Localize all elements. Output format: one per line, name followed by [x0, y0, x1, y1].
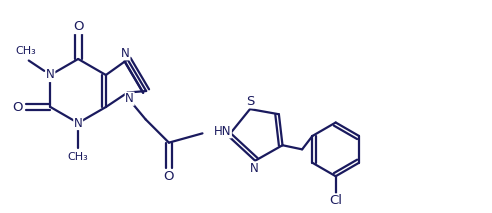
Text: N: N [46, 69, 55, 82]
Text: O: O [73, 20, 84, 33]
Text: N: N [250, 162, 258, 175]
Text: N: N [125, 92, 134, 105]
Text: Cl: Cl [329, 194, 342, 207]
Text: S: S [246, 95, 254, 108]
Text: O: O [12, 101, 23, 114]
Text: CH₃: CH₃ [68, 152, 89, 162]
Text: HN: HN [214, 125, 231, 138]
Text: CH₃: CH₃ [16, 46, 36, 56]
Text: N: N [74, 117, 83, 130]
Text: N: N [121, 47, 130, 60]
Text: O: O [164, 170, 174, 183]
